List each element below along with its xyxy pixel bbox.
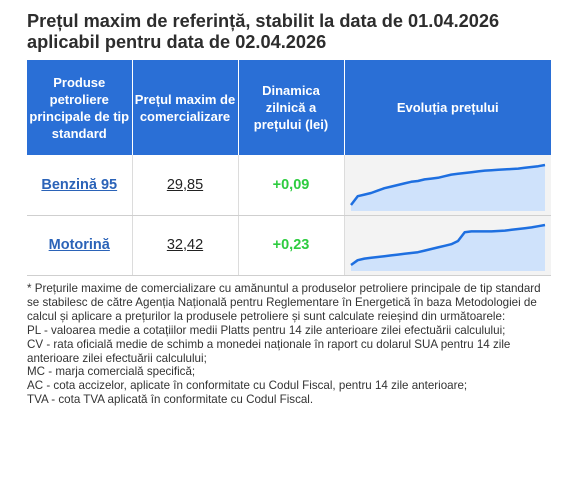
header-daily-dynamics: Dinamica zilnică a prețului (lei) bbox=[238, 60, 345, 155]
delta-value: +0,09 bbox=[272, 176, 310, 193]
footnotes: * Prețurile maxime de comercializare cu … bbox=[27, 282, 552, 407]
delta-cell: +0,23 bbox=[238, 215, 345, 276]
price-cell: 29,85 bbox=[132, 155, 239, 216]
footnote-ac: AC - cota accizelor, aplicate în conform… bbox=[27, 379, 468, 393]
footnote-tva: TVA - cota TVA aplicată în conformitate … bbox=[27, 393, 314, 407]
delta-value: +0,23 bbox=[272, 237, 310, 253]
footnote-intro: * Prețurile maxime de comercializare cu … bbox=[27, 282, 541, 323]
product-link-benzina[interactable]: Benzină 95 bbox=[41, 176, 118, 193]
chart-cell bbox=[344, 215, 551, 276]
footnote-pl: PL - valoarea medie a cotațiilor medii P… bbox=[27, 323, 506, 337]
price-cell: 32,42 bbox=[132, 215, 239, 276]
table-row: Motorină 32,42 +0,23 bbox=[27, 215, 551, 276]
footnote-cv: CV - rata oficială medie de schimb a mon… bbox=[27, 337, 511, 365]
chart-cell bbox=[344, 155, 551, 216]
page-title: Prețul maxim de referință, stabilit la d… bbox=[27, 11, 500, 52]
table-row: Benzină 95 29,85 +0,09 bbox=[27, 155, 551, 216]
footnote-mc: MC - marja comercială specifică; bbox=[27, 365, 196, 379]
sparkline-line bbox=[350, 223, 545, 267]
product-cell: Motorină bbox=[27, 215, 133, 276]
header-price-evolution: Evoluția prețului bbox=[344, 60, 551, 155]
header-products: Produse petroliere principale de tip sta… bbox=[27, 60, 133, 155]
table-header-row: Produse petroliere principale de tip sta… bbox=[27, 60, 551, 155]
product-link-motorina[interactable]: Motorină bbox=[48, 237, 110, 253]
header-max-price: Prețul maxim de comercializare bbox=[132, 60, 239, 155]
product-cell: Benzină 95 bbox=[27, 155, 133, 216]
sparkline-line bbox=[349, 163, 545, 206]
delta-cell: +0,09 bbox=[238, 155, 345, 216]
sparkline-area bbox=[350, 164, 545, 211]
sparkline-chart-motorina bbox=[350, 223, 545, 271]
sparkline-area bbox=[350, 225, 545, 271]
price-value: 32,42 bbox=[166, 237, 204, 253]
price-table: Produse petroliere principale de tip sta… bbox=[27, 60, 551, 276]
sparkline-chart-benzina bbox=[349, 163, 545, 211]
price-value: 29,85 bbox=[166, 176, 204, 193]
